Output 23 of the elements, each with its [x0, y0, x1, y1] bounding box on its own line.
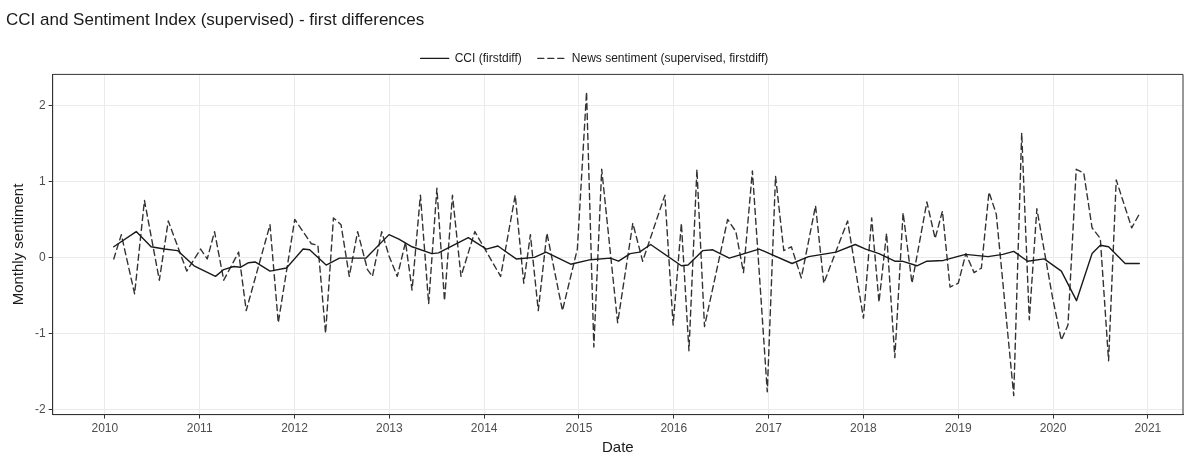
x-tick-label: 2016: [660, 421, 688, 436]
legend-label: News sentiment (supervised, firstdiff): [571, 50, 769, 65]
x-tick-label: 2018: [850, 421, 878, 436]
y-tick-label: 0: [38, 249, 46, 264]
legend-label: CCI (firstdiff): [454, 50, 522, 65]
x-tick-label: 2012: [281, 421, 309, 436]
x-axis-title: Date: [601, 438, 634, 456]
x-tick-label: 2021: [1134, 421, 1162, 436]
y-tick-label: -1: [35, 325, 46, 340]
x-tick-label: 2010: [91, 421, 119, 436]
x-tick-label: 2017: [755, 421, 783, 436]
line-series: [113, 91, 1140, 397]
x-tick-label: 2020: [1039, 421, 1067, 436]
x-tick-label: 2011: [186, 421, 213, 436]
y-tick-label: -2: [35, 401, 46, 416]
y-tick-label: 1: [38, 173, 46, 188]
x-tick-label: 2013: [375, 421, 403, 436]
y-tick-label: 2: [38, 97, 46, 112]
x-tick-label: 2019: [944, 421, 972, 436]
x-tick-label: 2014: [470, 421, 498, 436]
chart-title: CCI and Sentiment Index (supervised) - first differences: [6, 9, 425, 29]
y-axis-title: Monthly sentiment: [9, 182, 27, 306]
x-tick-label: 2015: [565, 421, 593, 436]
